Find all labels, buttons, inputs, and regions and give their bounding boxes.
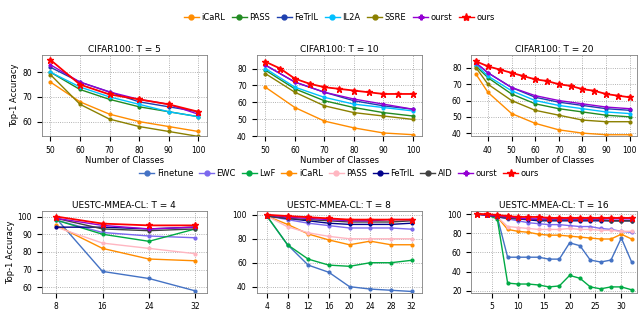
- X-axis label: Number of Classes: Number of Classes: [300, 156, 379, 166]
- Title: UESTC-MMEA-CL: T = 4: UESTC-MMEA-CL: T = 4: [72, 202, 176, 210]
- Legend: iCaRL, PASS, FeTrIL, IL2A, SSRE, ourst, ours: iCaRL, PASS, FeTrIL, IL2A, SSRE, ourst, …: [180, 10, 498, 25]
- Legend: Finetune, EWC, LwF, iCaRL, PASS, FeTrIL, AID, ourst, ours: Finetune, EWC, LwF, iCaRL, PASS, FeTrIL,…: [136, 166, 543, 182]
- X-axis label: Number of Classes: Number of Classes: [84, 156, 164, 166]
- Title: UESTC-MMEA-CL: T = 16: UESTC-MMEA-CL: T = 16: [499, 202, 609, 210]
- X-axis label: Number of Classes: Number of Classes: [515, 156, 594, 166]
- Y-axis label: Top-1 Accuracy: Top-1 Accuracy: [6, 220, 15, 284]
- Title: CIFAR100: T = 20: CIFAR100: T = 20: [515, 45, 593, 54]
- Y-axis label: Top-1 Accuracy: Top-1 Accuracy: [10, 64, 19, 127]
- Title: CIFAR100: T = 5: CIFAR100: T = 5: [88, 45, 161, 54]
- Title: CIFAR100: T = 10: CIFAR100: T = 10: [300, 45, 378, 54]
- Title: UESTC-MMEA-CL: T = 8: UESTC-MMEA-CL: T = 8: [287, 202, 391, 210]
